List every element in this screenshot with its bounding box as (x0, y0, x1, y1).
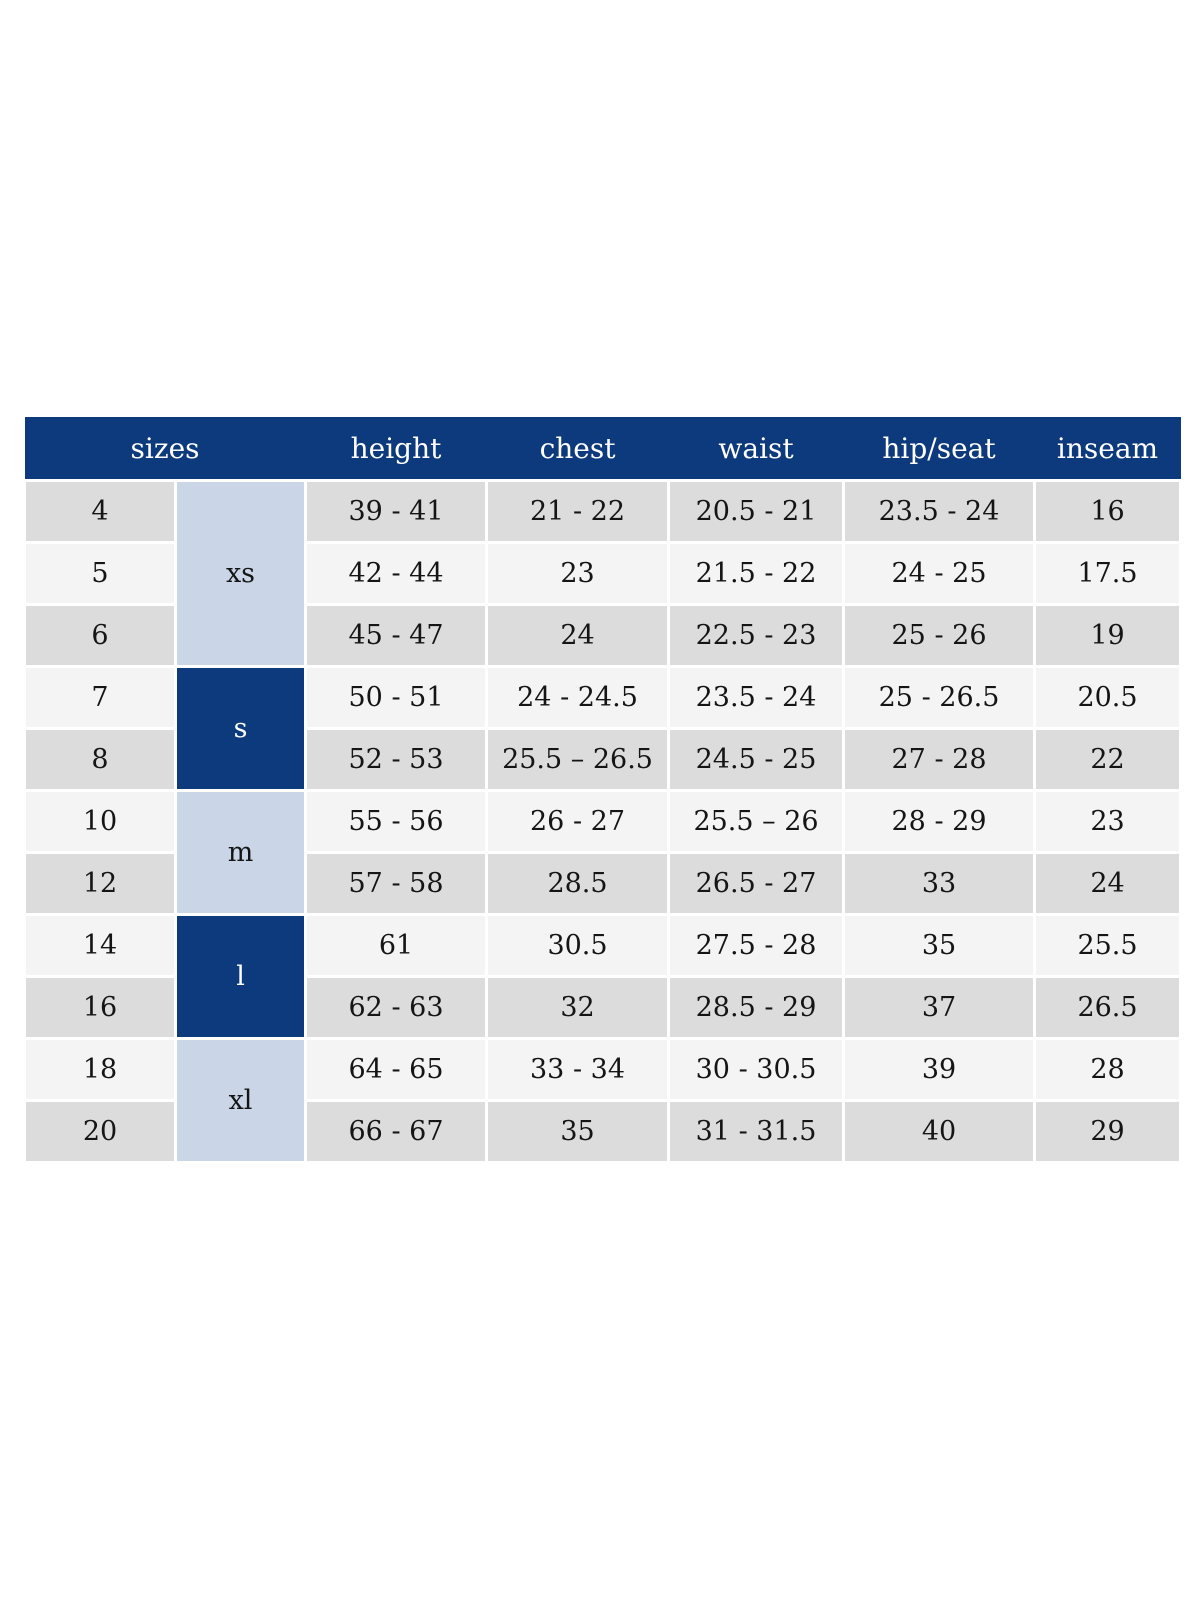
inseam-cell: 20.5 (1033, 665, 1183, 730)
inseam-cell: 16 (1033, 479, 1183, 544)
size-number-cell: 16 (23, 975, 177, 1040)
table-row: 18 xl 64 - 65 33 - 34 30 - 30.5 39 28 (23, 1037, 1183, 1164)
size-number-cell: 5 (23, 541, 177, 606)
header-height: height (305, 417, 487, 481)
waist-cell: 23.5 - 24 (667, 665, 846, 730)
chest-cell: 24 (485, 603, 671, 668)
chest-cell: 32 (485, 975, 671, 1040)
size-group-cell: xs (173, 479, 308, 668)
inseam-cell: 22 (1033, 727, 1183, 792)
waist-cell: 28.5 - 29 (667, 975, 846, 1040)
hip-seat-cell: 33 (842, 851, 1037, 916)
chest-cell: 21 - 22 (485, 479, 671, 544)
size-group-cell: l (173, 913, 308, 1040)
inseam-cell: 24 (1033, 851, 1183, 916)
size-number-cell: 20 (23, 1099, 177, 1164)
table-row: 20 66 - 67 35 31 - 31.5 40 29 (23, 1099, 1183, 1164)
chest-cell: 30.5 (485, 913, 671, 978)
table-row: 5 42 - 44 23 21.5 - 22 24 - 25 17.5 (23, 541, 1183, 606)
waist-cell: 27.5 - 28 (667, 913, 846, 978)
size-group-cell: xl (173, 1037, 308, 1164)
waist-cell: 24.5 - 25 (667, 727, 846, 792)
size-number-cell: 8 (23, 727, 177, 792)
inseam-cell: 28 (1033, 1037, 1183, 1102)
waist-cell: 31 - 31.5 (667, 1099, 846, 1164)
chest-cell: 25.5 – 26.5 (485, 727, 671, 792)
height-cell: 50 - 51 (304, 665, 489, 730)
size-number-cell: 14 (23, 913, 177, 978)
waist-cell: 26.5 - 27 (667, 851, 846, 916)
hip-seat-cell: 25 - 26.5 (842, 665, 1037, 730)
inseam-cell: 17.5 (1033, 541, 1183, 606)
hip-seat-cell: 27 - 28 (842, 727, 1037, 792)
table-row: 8 52 - 53 25.5 – 26.5 24.5 - 25 27 - 28 22 (23, 727, 1183, 792)
chest-cell: 28.5 (485, 851, 671, 916)
chest-cell: 26 - 27 (485, 789, 671, 854)
chest-cell: 33 - 34 (485, 1037, 671, 1102)
waist-cell: 22.5 - 23 (667, 603, 846, 668)
size-number-cell: 4 (23, 479, 177, 544)
header-hip-seat: hip/seat (843, 417, 1035, 481)
hip-seat-cell: 37 (842, 975, 1037, 1040)
inseam-cell: 29 (1033, 1099, 1183, 1164)
header-sizes: sizes (24, 417, 306, 481)
size-group-cell: m (173, 789, 308, 916)
size-number-cell: 18 (23, 1037, 177, 1102)
table-row: 7 s 50 - 51 24 - 24.5 23.5 - 24 25 - 26.5 20.5 (23, 665, 1183, 792)
waist-cell: 20.5 - 21 (667, 479, 846, 544)
waist-cell: 25.5 – 26 (667, 789, 846, 854)
height-cell: 42 - 44 (304, 541, 489, 606)
table-row: 14 l 61 30.5 27.5 - 28 35 25.5 (23, 913, 1183, 1040)
height-cell: 39 - 41 (304, 479, 489, 544)
size-number-cell: 10 (23, 789, 177, 854)
table-body: 4 xs 39 - 41 21 - 22 20.5 - 21 23.5 - 24 16 5 42… (23, 479, 1183, 1164)
table-row: 10 m 55 - 56 26 - 27 25.5 – 26 28 - 29 23 (23, 789, 1183, 916)
inseam-cell: 23 (1033, 789, 1183, 854)
size-number-cell: 6 (23, 603, 177, 668)
header-waist: waist (668, 417, 844, 481)
hip-seat-cell: 24 - 25 (842, 541, 1037, 606)
inseam-cell: 26.5 (1033, 975, 1183, 1040)
height-cell: 61 (304, 913, 489, 978)
header-chest: chest (486, 417, 669, 481)
table-row: 4 xs 39 - 41 21 - 22 20.5 - 21 23.5 - 24 16 (23, 479, 1183, 668)
chest-cell: 24 - 24.5 (485, 665, 671, 730)
height-cell: 55 - 56 (304, 789, 489, 854)
size-number-cell: 12 (23, 851, 177, 916)
waist-cell: 21.5 - 22 (667, 541, 846, 606)
inseam-cell: 25.5 (1033, 913, 1183, 978)
height-cell: 57 - 58 (304, 851, 489, 916)
size-group-cell: s (173, 665, 308, 792)
inseam-cell: 19 (1033, 603, 1183, 668)
waist-cell: 30 - 30.5 (667, 1037, 846, 1102)
table-row: 6 45 - 47 24 22.5 - 23 25 - 26 19 (23, 603, 1183, 668)
hip-seat-cell: 40 (842, 1099, 1037, 1164)
size-chart-table: sizes height chest waist hip/seat inseam… (23, 417, 1183, 1164)
table-row: 12 57 - 58 28.5 26.5 - 27 33 24 (23, 851, 1183, 916)
table-header: sizes height chest waist hip/seat inseam (24, 417, 1181, 481)
hip-seat-cell: 28 - 29 (842, 789, 1037, 854)
hip-seat-cell: 35 (842, 913, 1037, 978)
height-cell: 62 - 63 (304, 975, 489, 1040)
hip-seat-cell: 25 - 26 (842, 603, 1037, 668)
height-cell: 45 - 47 (304, 603, 489, 668)
chest-cell: 35 (485, 1099, 671, 1164)
size-number-cell: 7 (23, 665, 177, 730)
header-inseam: inseam (1034, 417, 1181, 481)
hip-seat-cell: 23.5 - 24 (842, 479, 1037, 544)
chest-cell: 23 (485, 541, 671, 606)
height-cell: 52 - 53 (304, 727, 489, 792)
height-cell: 66 - 67 (304, 1099, 489, 1164)
header-row: sizes height chest waist hip/seat inseam (24, 417, 1181, 481)
height-cell: 64 - 65 (304, 1037, 489, 1102)
hip-seat-cell: 39 (842, 1037, 1037, 1102)
table-row: 16 62 - 63 32 28.5 - 29 37 26.5 (23, 975, 1183, 1040)
